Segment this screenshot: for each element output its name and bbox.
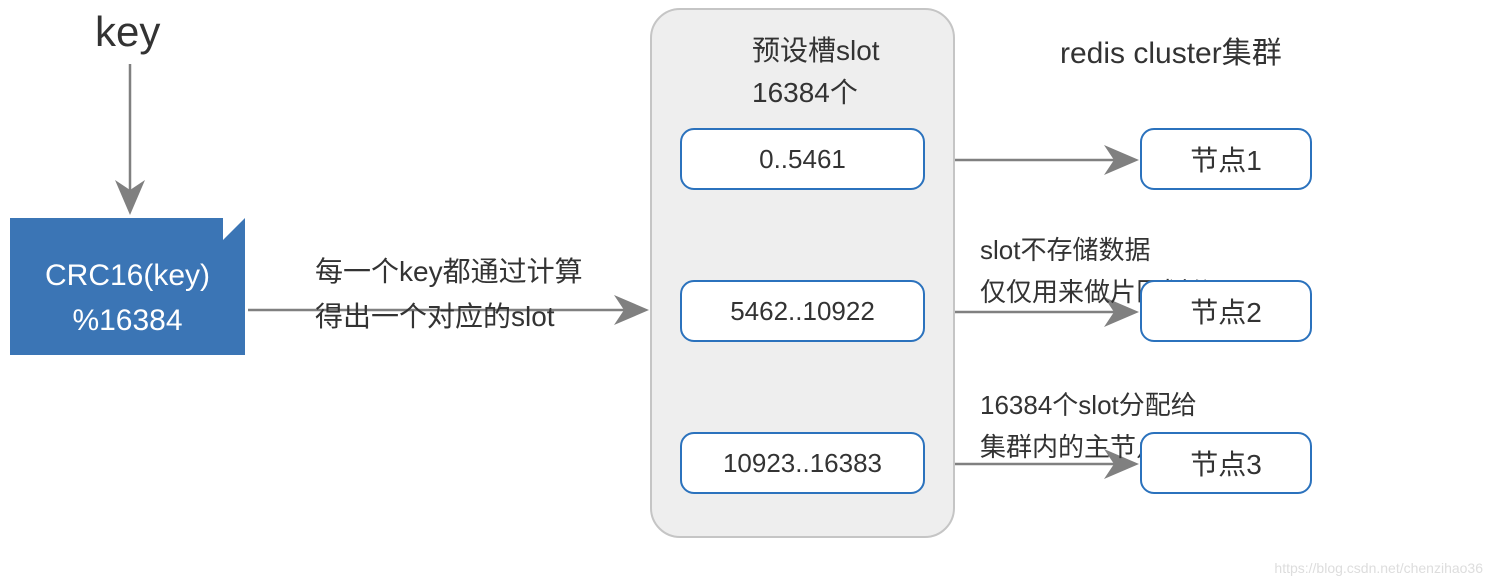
crc-line2: %16384 xyxy=(72,298,182,343)
slot-label-1: 5462..10922 xyxy=(730,296,875,327)
slot-label-2: 10923..16383 xyxy=(723,448,882,479)
node-label-1: 节点1 xyxy=(1190,139,1262,179)
cluster-title: redis cluster集群 xyxy=(1060,30,1282,78)
crc-line1: CRC16(key) xyxy=(45,253,210,298)
slot-title-line2: 16384个 xyxy=(752,72,880,114)
node-box-3: 节点3 xyxy=(1140,432,1312,494)
desc-compute: 每一个key都通过计算 得出一个对应的slot xyxy=(315,250,583,340)
crc-box: CRC16(key) %16384 xyxy=(10,240,245,355)
node-box-2: 节点2 xyxy=(1140,280,1312,342)
slot-box-0: 0..5461 xyxy=(680,128,925,190)
slot-box-2: 10923..16383 xyxy=(680,432,925,494)
desc3-line1: 16384个slot分配给 xyxy=(980,385,1197,427)
node-label-3: 节点3 xyxy=(1190,443,1262,483)
slot-box-1: 5462..10922 xyxy=(680,280,925,342)
node-label-2: 节点2 xyxy=(1190,291,1262,331)
slot-title: 预设槽slot 16384个 xyxy=(752,30,880,114)
desc1-line1: 每一个key都通过计算 xyxy=(315,250,583,295)
desc2-line1: slot不存储数据 xyxy=(980,230,1214,272)
node-box-1: 节点1 xyxy=(1140,128,1312,190)
slot-title-line1: 预设槽slot xyxy=(752,30,880,72)
watermark: https://blog.csdn.net/chenzihao36 xyxy=(1274,560,1483,576)
desc1-line2: 得出一个对应的slot xyxy=(315,295,583,340)
slot-label-0: 0..5461 xyxy=(759,144,846,175)
